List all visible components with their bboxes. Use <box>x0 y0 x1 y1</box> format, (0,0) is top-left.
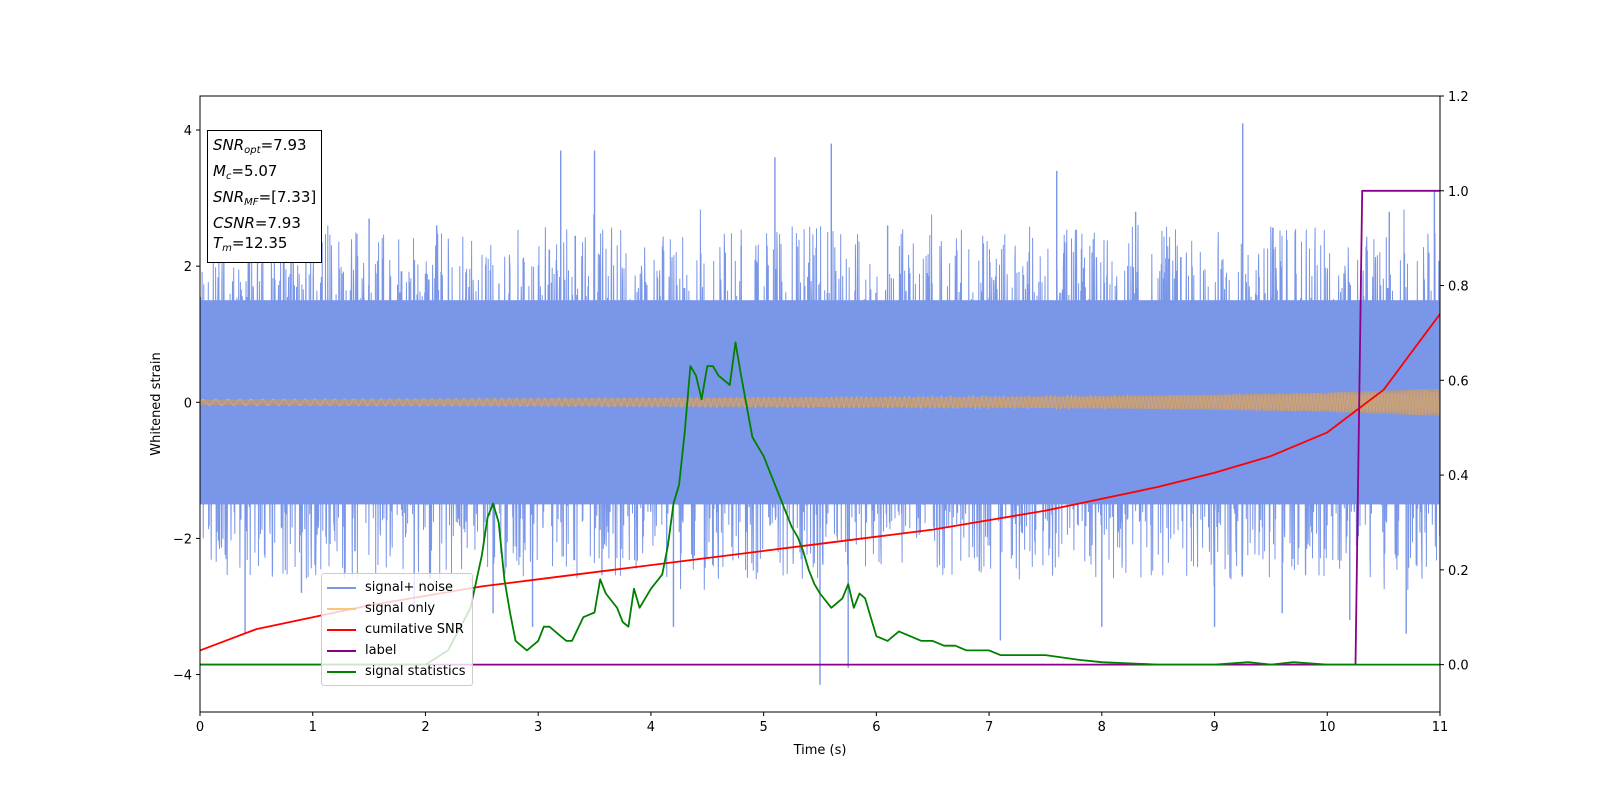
tm-annotation: Tm=12.35 <box>213 234 288 254</box>
legend-item-label: label <box>327 640 466 661</box>
plot-frame <box>199 95 1441 713</box>
y-left-tick-label: −2 <box>173 532 192 547</box>
y-left-tick-label: 4 <box>184 124 192 139</box>
y-right-tick-label: 0.8 <box>1448 280 1469 295</box>
y-right-tick-label: 0.0 <box>1448 659 1469 674</box>
x-tick-label: 10 <box>1319 720 1336 735</box>
y-right-tick-label: 0.6 <box>1448 374 1469 389</box>
x-tick-label: 4 <box>647 720 655 735</box>
y-right-tick-label: 1.2 <box>1448 90 1469 105</box>
x-axis-ticks: 0 1 2 3 4 5 6 7 8 9 10 11 <box>196 712 1448 735</box>
label-line <box>200 189 1440 666</box>
x-tick-label: 3 <box>534 720 542 735</box>
x-tick-label: 1 <box>309 720 317 735</box>
legend-item-signal-only: signal only <box>327 598 466 619</box>
csnr-annotation: CSNR=7.93 <box>213 214 301 232</box>
signal-statistics-series <box>200 341 1440 666</box>
x-tick-label: 0 <box>196 720 204 735</box>
snr-opt-annotation: SNRopt=7.93 <box>213 136 307 156</box>
x-tick-label: 9 <box>1210 720 1218 735</box>
legend-item-signal-noise: signal+ noise <box>327 577 466 598</box>
x-tick-label: 6 <box>872 720 880 735</box>
x-tick-label: 11 <box>1432 720 1449 735</box>
mc-annotation: Mc=5.07 <box>213 162 278 182</box>
label-series <box>200 189 1440 666</box>
x-tick-label: 2 <box>421 720 429 735</box>
y-right-tick-label: 0.4 <box>1448 469 1469 484</box>
y-left-axis-ticks: 4 2 0 −2 −4 <box>173 124 200 684</box>
y-left-tick-label: 0 <box>184 396 192 411</box>
legend-item-cumulative-snr: cumilative SNR <box>327 619 466 640</box>
x-axis-label: Time (s) <box>793 743 847 758</box>
y-left-tick-label: 2 <box>184 260 192 275</box>
signal-only-series <box>200 388 1440 416</box>
y-right-tick-label: 0.2 <box>1448 564 1469 579</box>
x-tick-label: 5 <box>759 720 767 735</box>
signal-envelope <box>200 388 1440 416</box>
snr-mf-annotation: SNRMF=[7.33] <box>213 188 317 208</box>
noise-trace <box>200 209 1440 590</box>
signal-statistics-line <box>200 341 1440 666</box>
y-left-tick-label: −4 <box>173 669 192 684</box>
legend: signal+ noise signal only cumilative SNR… <box>321 573 473 686</box>
x-tick-label: 7 <box>985 720 993 735</box>
x-tick-label: 8 <box>1098 720 1106 735</box>
legend-item-signal-statistics: signal statistics <box>327 661 466 682</box>
y-right-tick-label: 1.0 <box>1448 185 1469 200</box>
y-axis-label: Whitened strain <box>149 352 164 455</box>
stats-annotation-box: SNRopt=7.93 Mc=5.07 SNRMF=[7.33] CSNR=7.… <box>207 130 323 263</box>
y-right-axis-ticks: 0.0 0.2 0.4 0.6 0.8 1.0 1.2 <box>1440 90 1469 674</box>
